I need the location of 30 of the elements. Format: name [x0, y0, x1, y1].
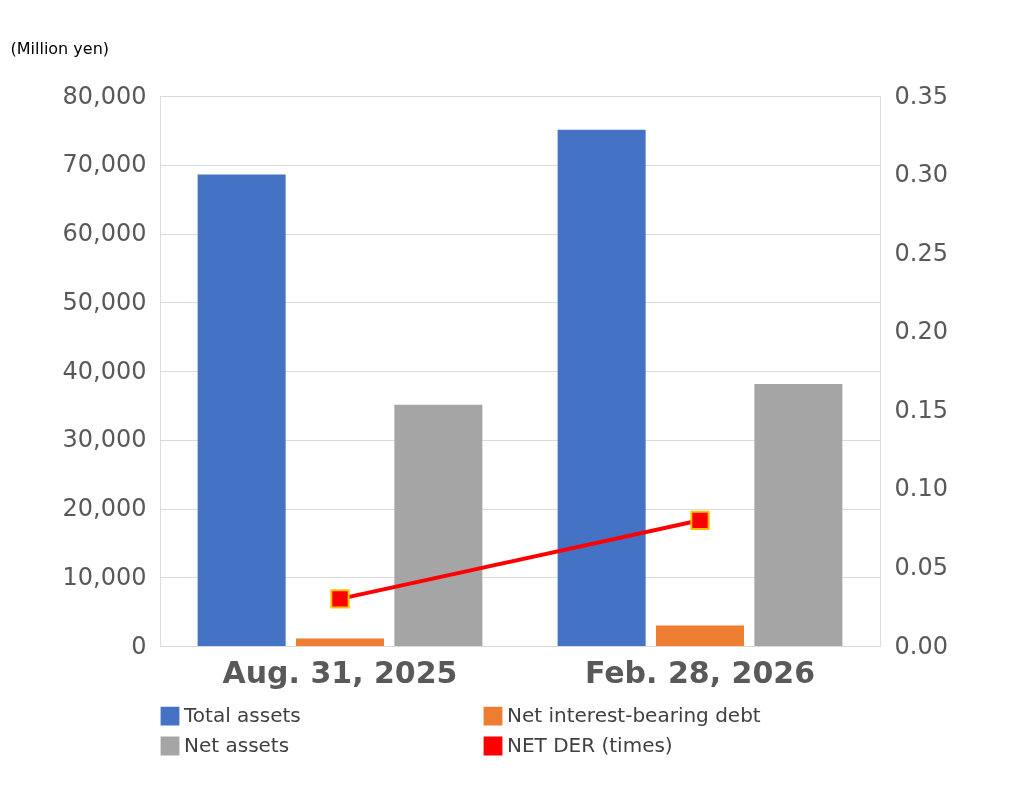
legend-label: Net interest-bearing debt [507, 703, 761, 728]
y-tick-label: 10,000 [62, 562, 147, 591]
bar [296, 638, 384, 646]
bar [656, 625, 744, 646]
y-tick-label: 40,000 [62, 356, 147, 385]
x-tick-label: Feb. 28, 2026 [584, 654, 816, 690]
y2-tick-label: 0.00 [894, 631, 948, 660]
legend-label: Total assets [183, 703, 301, 728]
legend-label: Net assets [184, 733, 290, 757]
y-tick-label: 20,000 [62, 494, 147, 522]
y-tick-label: 60,000 [62, 219, 147, 247]
bar [394, 404, 483, 646]
y-tick-label: 50,000 [62, 287, 147, 316]
y2-tick-label: 0.10 [894, 474, 948, 503]
y-tick-label: 70,000 [62, 150, 147, 179]
y2-tick-label: 0.20 [894, 317, 948, 346]
y2-tick-label: 0.05 [894, 552, 948, 581]
y2-tick-label: 0.30 [894, 160, 948, 189]
legend-label: NET DER (times) [507, 733, 673, 757]
x-tick-label: Aug. 31, 2025 [222, 654, 458, 690]
y-tick-label: 30,000 [62, 425, 147, 454]
bar [754, 384, 843, 646]
y-axis-title: (Million yen) [10, 38, 110, 58]
bar [557, 129, 646, 646]
y-tick-label: 80,000 [62, 81, 147, 110]
y2-tick-label: 0.15 [894, 395, 948, 424]
y2-tick-label: 0.25 [894, 238, 948, 267]
y-tick-label: 0 [131, 631, 147, 660]
bar [197, 174, 286, 646]
y2-tick-label: 0.35 [894, 81, 948, 110]
